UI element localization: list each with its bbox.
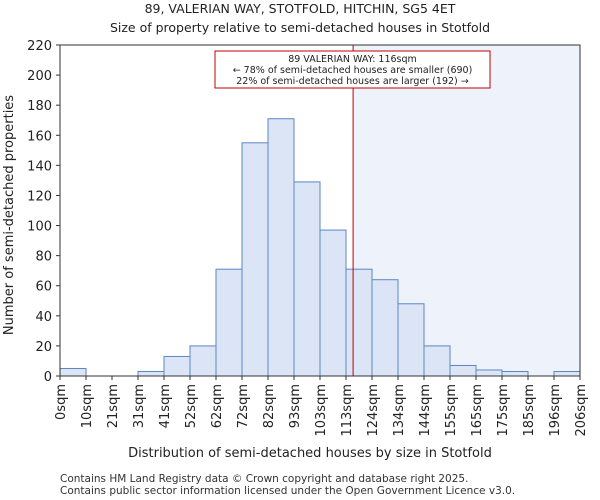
y-tick-label-20: 20: [35, 340, 52, 355]
x-tick-label-196sqm: 196sqm: [548, 384, 563, 437]
x-tick-label-10sqm: 10sqm: [80, 384, 95, 428]
x-tick-label-144sqm: 144sqm: [418, 384, 433, 437]
bar-124sqm: [371, 279, 399, 377]
x-tick-label-0sqm: 0sqm: [54, 384, 69, 420]
bar-165sqm: [475, 369, 503, 377]
x-tick-label-21sqm: 21sqm: [106, 384, 121, 428]
x-tick-label-113sqm: 113sqm: [340, 384, 355, 437]
x-tick-label-31sqm: 31sqm: [132, 384, 147, 428]
annotation-frame: [214, 50, 491, 89]
y-tick-label-100: 100: [27, 220, 52, 235]
y-tick-label-140: 140: [27, 159, 52, 174]
bar-31sqm: [137, 370, 165, 377]
y-axis: 0 20 40 60 80 100 120 140 160 180 200 220: [27, 39, 60, 385]
bar-62sqm: [215, 268, 243, 377]
bars-group: [59, 118, 581, 377]
bar-52sqm: [189, 345, 217, 377]
x-tick-label-134sqm: 134sqm: [392, 384, 407, 437]
x-tick-label-165sqm: 165sqm: [470, 384, 485, 437]
bar-93sqm: [293, 181, 321, 377]
x-tick-label-62sqm: 62sqm: [210, 384, 225, 428]
x-tick-label-103sqm: 103sqm: [314, 384, 329, 437]
x-tick-label-206sqm: 206sqm: [574, 384, 589, 437]
annotation-larger: 22% of semi-detached houses are larger (…: [236, 76, 469, 87]
y-tick-label-0: 0: [44, 370, 52, 385]
y-tick-label-80: 80: [35, 250, 52, 265]
chart-title-line2: Size of property relative to semi-detach…: [110, 20, 490, 35]
chart-title-line1: 89, VALERIAN WAY, STOTFOLD, HITCHIN, SG5…: [145, 1, 456, 16]
x-axis: 0sqm 10sqm 21sqm 31sqm 41sqm 52sqm 62sqm 72sqm 8…: [54, 376, 589, 437]
y-tick-label-160: 160: [27, 129, 52, 144]
x-tick-label-175sqm: 175sqm: [496, 384, 511, 437]
x-tick-label-82sqm: 82sqm: [262, 384, 277, 428]
bar-41sqm: [163, 355, 191, 377]
x-tick-label-72sqm: 72sqm: [236, 384, 251, 428]
annotation-smaller: ← 78% of semi-detached houses are smalle…: [233, 65, 473, 76]
bar-103sqm: [319, 229, 347, 377]
footer-line1: Contains HM Land Registry data © Crown c…: [60, 473, 468, 485]
bar-113sqm: [345, 268, 373, 377]
annotation-box: 89 VALERIAN WAY: 116sqm ← 78% of semi-de…: [214, 50, 491, 89]
bar-196sqm: [553, 370, 581, 377]
y-axis-label: Number of semi-detached properties: [2, 95, 17, 335]
bar-82sqm: [267, 118, 295, 377]
bar-155sqm: [449, 364, 477, 377]
x-tick-label-155sqm: 155sqm: [444, 384, 459, 437]
bar-0sqm: [59, 367, 87, 377]
y-tick-label-120: 120: [27, 189, 52, 204]
x-tick-label-52sqm: 52sqm: [184, 384, 199, 428]
x-axis-label: Distribution of semi-detached houses by …: [128, 446, 492, 461]
x-tick-label-124sqm: 124sqm: [366, 384, 381, 437]
bar-144sqm: [423, 345, 451, 377]
bar-72sqm: [241, 142, 269, 377]
x-tick-label-93sqm: 93sqm: [288, 384, 303, 428]
x-tick-label-185sqm: 185sqm: [522, 384, 537, 437]
x-tick-label-41sqm: 41sqm: [158, 384, 173, 428]
bar-134sqm: [397, 303, 425, 377]
y-tick-label-180: 180: [27, 99, 52, 114]
y-tick-label-220: 220: [27, 39, 52, 54]
y-tick-label-40: 40: [35, 310, 52, 325]
bar-175sqm: [501, 370, 529, 377]
footer-line2: Contains public sector information licen…: [60, 485, 515, 497]
y-tick-label-200: 200: [27, 69, 52, 84]
annotation-title: 89 VALERIAN WAY: 116sqm: [288, 54, 417, 65]
y-tick-label-60: 60: [35, 280, 52, 295]
